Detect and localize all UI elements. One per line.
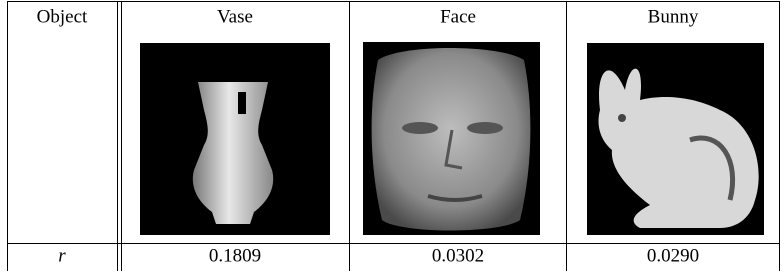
cell: 0.1809 bbox=[209, 245, 261, 266]
header-cell: Vase bbox=[217, 6, 253, 27]
bunny-image bbox=[587, 43, 764, 235]
header-cell: Face bbox=[440, 6, 476, 27]
cell: 0.0302 bbox=[432, 245, 484, 266]
face-image bbox=[363, 42, 540, 235]
header-cell: Object bbox=[37, 6, 88, 27]
vase-image bbox=[140, 43, 330, 235]
header-cell: Bunny bbox=[648, 6, 699, 27]
row-label: r bbox=[58, 245, 66, 266]
table: Object Vase Face Bunny r 0.1809 0.0302 0… bbox=[0, 0, 784, 271]
cell: 0.0290 bbox=[647, 245, 699, 266]
